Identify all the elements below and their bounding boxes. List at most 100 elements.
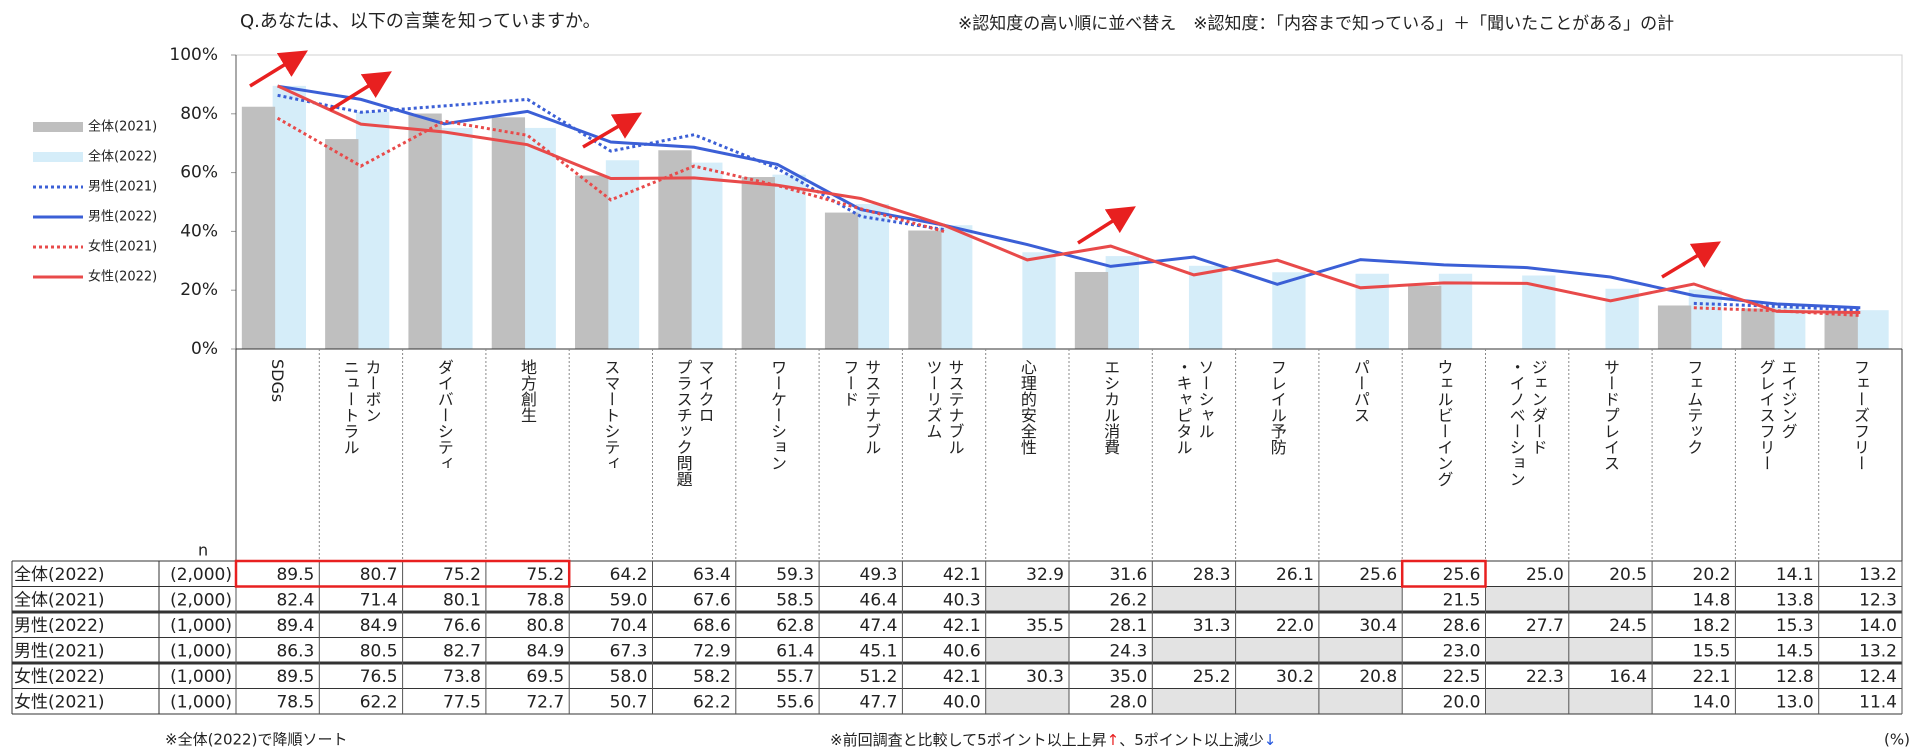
cell-value: 69.5 [526,667,564,687]
cell-value: 82.7 [443,641,481,661]
bar [1657,305,1692,349]
cell-value: 12.3 [1859,590,1897,610]
bar [522,127,556,349]
bar [325,139,359,349]
up-arrow [329,71,392,112]
row-n: (1,000) [170,616,232,636]
cell-value: 25.6 [1443,565,1481,585]
cell-value: 32.9 [1026,565,1064,585]
cell-value: 35.0 [1109,667,1147,687]
cell-value: 68.6 [693,616,731,636]
empty-cell [1235,586,1319,612]
cell-value: 80.1 [443,590,481,610]
cell-value: 20.0 [1443,692,1481,712]
cell-value: 47.4 [860,616,898,636]
category-label: ・イノベーション [1507,359,1526,487]
note-down: ↓ [1264,731,1277,749]
bar [1188,265,1223,349]
bar [1022,252,1056,349]
cell-value: 55.7 [776,667,814,687]
cell-value: 28.1 [1109,616,1147,636]
cell-value: 89.5 [276,565,314,585]
category-label: エイジング [1779,359,1798,439]
category-label: パーパス [1351,359,1370,423]
bar [575,175,609,349]
cell-value: 62.8 [776,616,814,636]
cell-value: 14.8 [1693,590,1731,610]
cell-value: 30.2 [1276,667,1314,687]
category-label: ニュートラル [340,359,359,455]
category-label: ソーシャル [1195,359,1214,439]
cell-value: 25.6 [1359,565,1397,585]
cell-value: 21.5 [1443,590,1481,610]
row-label: 女性(2021) [14,692,105,712]
y-tick-label: 40% [180,221,218,241]
cell-value: 89.4 [276,616,314,636]
category-label: スマートシティ [601,359,620,471]
cell-value: 70.4 [610,616,648,636]
bar [1438,273,1473,349]
category-label: カーボン [362,359,381,423]
cell-value: 47.7 [860,692,898,712]
empty-cell [1568,586,1653,612]
empty-cell [1152,688,1236,714]
bar [605,160,640,349]
row-n: (1,000) [170,641,232,661]
cell-value: 13.2 [1859,641,1897,661]
legend-label: 全体(2021) [88,119,157,135]
category-label: プラスチック問題 [674,359,693,487]
bar [824,212,859,349]
up-arrow [1077,206,1136,245]
highlight [234,559,571,588]
cell-value: 26.1 [1276,565,1314,585]
y-tick-label: 100% [169,45,218,65]
empty-cell [985,688,1069,714]
category-label: グレイスフリー [1757,359,1776,471]
row-n: (2,000) [170,565,232,585]
note-text: 、5ポイント以上減少 [1119,731,1264,749]
empty-cell [985,586,1069,612]
cell-value: 14.1 [1776,565,1814,585]
legend-label: 全体(2022) [88,149,157,165]
chart-subtitle: ※認知度の高い順に並べ替え ※認知度：「内容まで知っている」＋「聞いたことがある… [958,14,1674,34]
empty-cell [1485,637,1569,663]
row-label: 女性(2022) [14,667,105,687]
empty-cell [1235,688,1319,714]
cell-value: 31.3 [1193,616,1231,636]
cell-value: 49.3 [860,565,898,585]
cell-value: 27.7 [1526,616,1564,636]
cell-value: 11.4 [1859,692,1897,712]
category-label: ウェルビーイング [1434,359,1453,487]
y-tick-label: 0% [191,339,218,359]
bar [1074,271,1109,349]
row-label: 全体(2021) [14,590,105,610]
bar [241,106,276,349]
category-label: フレイル予防 [1268,359,1287,456]
bar [491,117,526,349]
cell-value: 58.2 [693,667,731,687]
cell-value: 84.9 [526,641,564,661]
cell-value: 67.6 [693,590,731,610]
empty-cell [1485,586,1569,612]
cell-value: 14.0 [1859,616,1897,636]
up-arrow [1661,241,1721,279]
cell-value: 71.4 [360,590,398,610]
bar [772,174,806,349]
cell-value: 59.0 [610,590,648,610]
cell-value: 28.3 [1193,565,1231,585]
category-label: サードプレイス [1601,359,1620,471]
category-label: マイクロ [696,359,715,423]
n-header: n [198,541,208,560]
cell-value: 42.1 [943,667,981,687]
cell-value: 35.5 [1026,616,1064,636]
cell-value: 58.0 [610,667,648,687]
category-label: ジェンダード [1529,359,1548,455]
cell-value: 24.3 [1109,641,1147,661]
legend-swatch [33,152,83,162]
bar [1855,310,1889,349]
chart-title: Q.あなたは、以下の言葉を知っていますか。 [240,11,601,32]
empty-cell [1152,586,1236,612]
cell-value: 75.2 [443,565,481,585]
y-tick-label: 60% [180,163,218,183]
category-label: 心理的安全性 [1018,359,1037,455]
